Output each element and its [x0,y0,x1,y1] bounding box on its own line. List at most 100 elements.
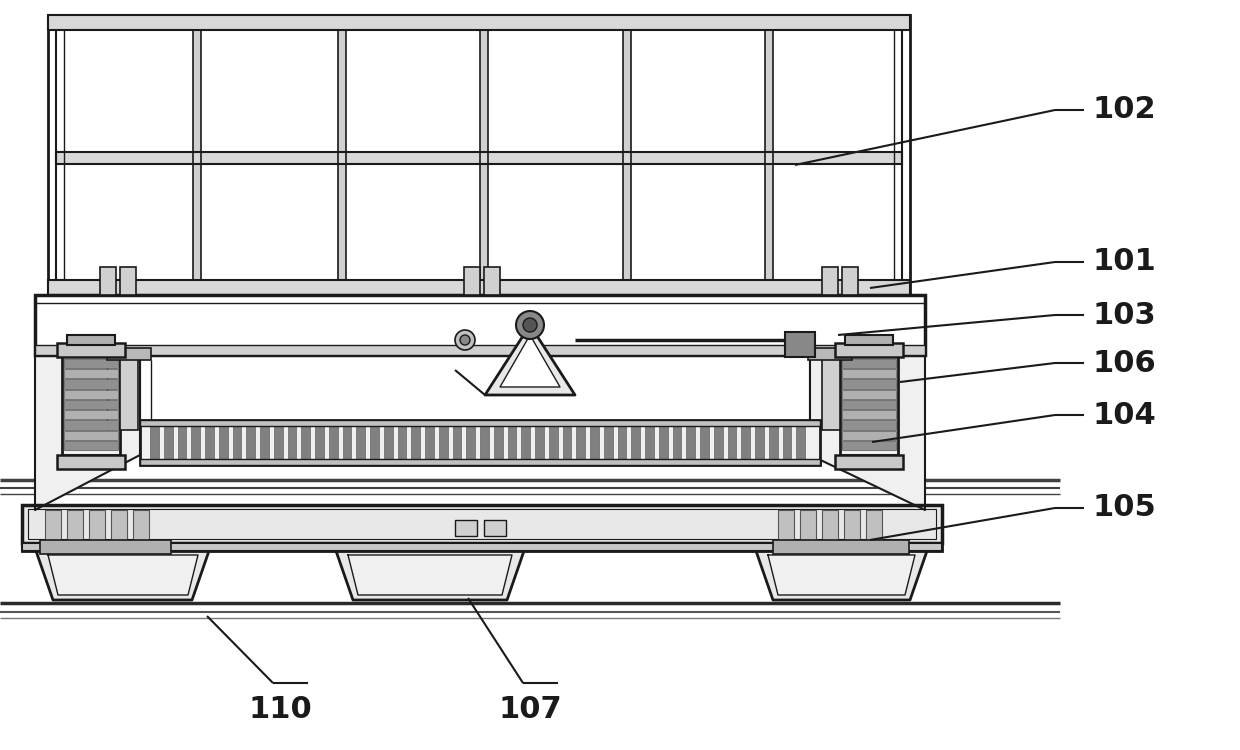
Bar [842,380,897,388]
Bar [507,424,516,461]
Bar [64,441,118,450]
Bar [274,424,283,461]
Bar [45,510,61,548]
Text: 105: 105 [1092,494,1156,523]
Polygon shape [335,548,525,600]
Bar [112,510,126,548]
Bar [67,510,83,548]
Bar [577,424,585,461]
Bar [35,345,925,355]
Bar [844,335,893,345]
Bar [191,424,200,461]
Bar [64,359,118,368]
Bar [842,369,897,379]
Bar [808,348,852,360]
Bar [464,267,480,295]
Bar [89,510,105,548]
Bar [835,343,903,357]
Bar [247,424,255,461]
Bar [842,359,897,368]
Circle shape [516,311,544,339]
Bar [563,424,572,461]
Bar [822,510,838,548]
Bar [67,335,115,345]
Bar [40,540,171,554]
Bar [714,424,723,461]
Bar [521,424,531,461]
Bar [412,424,420,461]
Bar [686,424,696,461]
Bar [48,15,910,295]
Bar [64,369,118,379]
Bar [785,332,815,357]
Circle shape [455,330,475,350]
Bar [484,267,500,295]
Bar [728,424,737,461]
Polygon shape [485,325,575,395]
Bar [631,424,640,461]
Bar [164,424,172,461]
Bar [233,424,242,461]
Polygon shape [810,355,925,510]
Bar [672,424,682,461]
Bar [796,424,805,461]
Bar [150,424,159,461]
Bar [140,420,820,426]
Bar [455,520,477,536]
Bar [64,410,118,419]
Bar [64,420,118,430]
Bar [64,390,118,399]
Bar [842,420,897,430]
Bar [866,510,882,548]
Bar [494,424,502,461]
Bar [604,424,613,461]
Bar [425,424,434,461]
Bar [140,420,820,465]
Bar [466,424,475,461]
Bar [590,424,599,461]
Bar [35,295,925,355]
Bar [844,510,861,548]
Bar [658,424,667,461]
Bar [29,509,936,539]
Bar [769,424,777,461]
Bar [398,424,407,461]
Bar [782,424,791,461]
Bar [842,400,897,409]
Bar [64,400,118,409]
Bar [107,348,151,360]
Bar [140,355,810,455]
Bar [645,424,653,461]
Bar [842,441,897,450]
Bar [64,380,118,388]
Bar [484,520,506,536]
Polygon shape [48,555,198,595]
Bar [618,424,626,461]
Polygon shape [35,548,210,600]
Bar [193,23,201,287]
Bar [140,459,820,465]
Bar [822,267,838,295]
Circle shape [523,318,537,332]
Bar [842,430,897,439]
Bar [842,390,897,399]
Polygon shape [35,355,140,510]
Bar [701,424,709,461]
Bar [822,355,839,430]
Bar [56,152,901,164]
Text: 107: 107 [498,695,562,724]
Bar [835,455,903,469]
Bar [534,424,544,461]
Bar [57,343,125,357]
Bar [57,455,125,469]
Bar [205,424,215,461]
Bar [22,543,942,551]
Bar [48,280,910,295]
Bar [777,510,794,548]
Bar [48,15,910,30]
Bar [260,424,269,461]
Bar [56,23,901,287]
Bar [62,355,120,455]
Bar [315,424,324,461]
Text: 101: 101 [1092,248,1156,277]
